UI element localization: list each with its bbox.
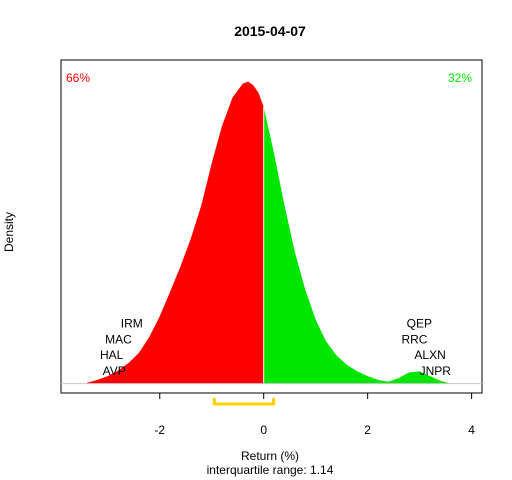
chart-subtitle: interquartile range: 1.14 [207,463,334,477]
ticker-label-irm: IRM [121,316,143,330]
ticker-labels: IRM MAC HAL AVP QEP RRC ALXN JNPR [100,316,451,378]
ticker-label-qep: QEP [407,316,432,330]
x-tick-label: 2 [364,423,371,437]
x-axis: -2 0 2 4 [154,393,475,437]
x-tick-label: -2 [154,423,165,437]
iqr-bracket [212,398,276,406]
ticker-label-rrc: RRC [401,332,427,346]
y-axis-label: Density [2,212,16,252]
ticker-label-hal: HAL [100,348,124,362]
x-tick-label: 0 [260,423,267,437]
right-percent-label: 32% [448,71,472,85]
plot-frame [60,59,483,394]
iqr-bar [212,398,276,406]
left-density-area [87,81,264,384]
ticker-label-mac: MAC [105,332,132,346]
right-density-area [263,106,451,384]
ticker-label-jnpr: JNPR [420,364,452,378]
ticker-label-avp: AVP [103,364,126,378]
x-axis-label: Return (%) [241,449,299,463]
x-tick-label: 4 [468,423,475,437]
density-area-layer [87,81,451,384]
left-percent-label: 66% [66,71,90,85]
chart-title: 2015-04-07 [234,23,306,39]
ticker-label-alxn: ALXN [414,348,445,362]
